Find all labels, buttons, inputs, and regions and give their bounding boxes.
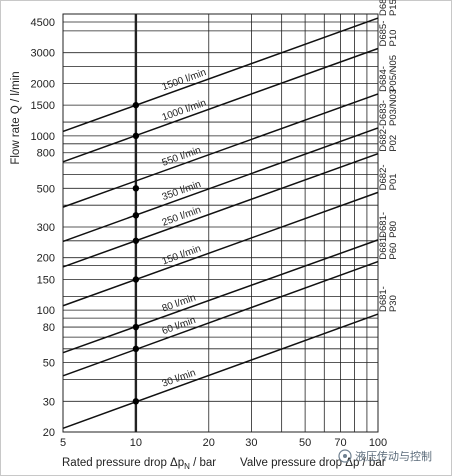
y-tick-label: 30 — [43, 396, 55, 408]
series-label-line: D682- — [378, 164, 389, 190]
x-tick-label: 20 — [203, 437, 215, 449]
rated-point — [132, 101, 140, 109]
series-label-line: D685- — [378, 21, 389, 47]
series-label-line: D683- — [378, 100, 389, 126]
y-tick-label: 300 — [37, 222, 55, 234]
series-label: D681-P80 — [378, 212, 399, 238]
series-label: D682-P02 — [378, 126, 399, 152]
x-axis-title-rated-main: Rated pressure drop Δp — [62, 457, 184, 469]
x-tick-label: 50 — [299, 437, 311, 449]
rated-point — [132, 185, 140, 192]
series-label-line: P02 — [388, 135, 399, 152]
x-tick-label: 5 — [60, 437, 66, 449]
y-tick-label: 50 — [43, 358, 55, 370]
y-axis-title: Flow rate Q / l/min — [10, 71, 22, 164]
flow-line — [62, 260, 379, 377]
watermark-logo-icon — [338, 449, 352, 463]
series-label: D685-P15 — [378, 0, 399, 16]
series-label: D685-P10 — [378, 21, 399, 47]
series-label: D682-P01 — [378, 164, 399, 190]
x-tick-label: 10 — [130, 437, 142, 449]
rated-point — [132, 132, 140, 140]
y-tick-label: 1000 — [31, 131, 55, 143]
series-label-line: D681- — [378, 234, 389, 260]
series-label-line: P30 — [388, 295, 399, 312]
y-tick-label: 150 — [37, 274, 55, 286]
series-label-line: D682- — [378, 126, 389, 152]
series-label-line: P15 — [388, 0, 399, 16]
watermark-text: 液压传动与控制 — [355, 449, 432, 463]
flow-line — [62, 17, 379, 133]
y-tick-label: 2000 — [31, 78, 55, 90]
x-axis-title-rated: Rated pressure drop ΔpN / bar — [62, 457, 216, 471]
series-label-line: D684- — [378, 66, 389, 92]
series-label: D681-P60 — [378, 234, 399, 260]
series-label: D681-P30 — [378, 286, 399, 312]
series-label-line: P01 — [388, 173, 399, 190]
plot-border — [62, 13, 379, 433]
series-label-line: P60 — [388, 243, 399, 260]
y-tick-label: 200 — [37, 253, 55, 265]
flow-line — [62, 127, 379, 243]
flow-line — [62, 313, 379, 430]
flow-line — [62, 191, 379, 307]
series-label-line: D681- — [378, 286, 389, 312]
rated-point — [132, 323, 140, 331]
series-label-line: P80 — [388, 221, 399, 238]
rated-point — [132, 398, 140, 405]
y-tick-label: 500 — [37, 183, 55, 195]
y-tick-label: 800 — [37, 148, 55, 160]
flow-label: 1000 l/min — [161, 98, 208, 124]
rated-point — [132, 237, 140, 244]
y-tick-label: 1500 — [31, 100, 55, 112]
series-label-line: D681- — [378, 212, 389, 238]
watermark-logo-icon-dot — [343, 454, 347, 458]
y-tick-label: 100 — [37, 305, 55, 317]
flow-line — [62, 93, 379, 208]
x-axis-title-rated-sub: N — [184, 462, 190, 471]
series-label-line: P05/N05 — [388, 55, 399, 92]
x-tick-label: 70 — [334, 437, 346, 449]
rated-point — [132, 212, 140, 219]
tick-labels: 20 30 50 80 100 150 200 300 500 800 1000 1500 2000 30… — [31, 17, 388, 449]
grid — [62, 13, 379, 433]
rated-point — [132, 345, 140, 353]
y-tick-label: 20 — [43, 427, 55, 439]
series-label: D684-P05/N05 — [378, 55, 399, 92]
y-tick-label: 4500 — [31, 17, 55, 29]
series-label-line: D685- — [378, 0, 389, 16]
flow-label: 1500 l/min — [161, 67, 208, 93]
series-label-line: P03/N03 — [388, 89, 399, 126]
rated-point — [132, 276, 140, 283]
x-tick-label: 100 — [369, 437, 387, 449]
y-tick-label: 80 — [43, 322, 55, 334]
x-axis-title-rated-unit: / bar — [190, 457, 216, 469]
series-label-line: P10 — [388, 30, 399, 47]
flow-line — [62, 47, 379, 163]
rated-points — [132, 101, 140, 405]
watermark: 液压传动与控制 — [338, 449, 432, 463]
y-tick-label: 3000 — [31, 48, 55, 60]
x-tick-label: 30 — [245, 437, 257, 449]
flow-line — [62, 152, 379, 268]
flow-lines — [62, 17, 379, 430]
flow-line — [62, 239, 379, 354]
series-label: D683-P03/N03 — [378, 89, 399, 126]
